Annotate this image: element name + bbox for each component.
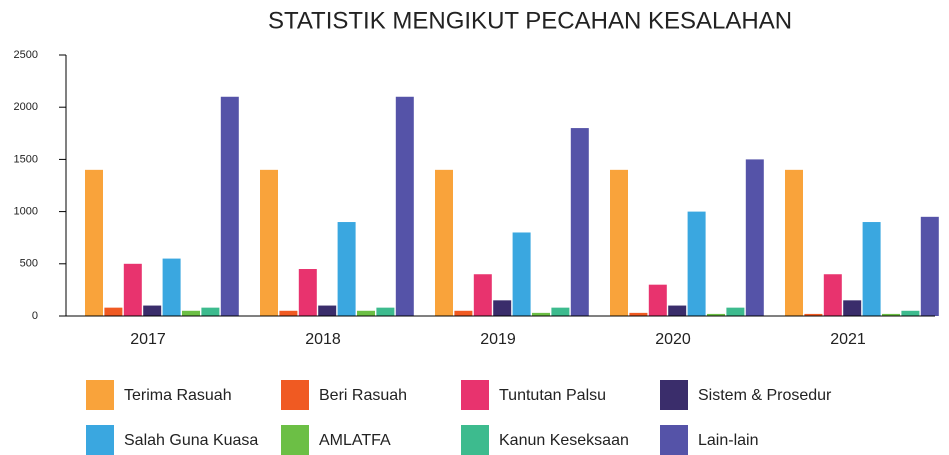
legend-label: Kanun Keseksaan <box>499 432 629 449</box>
bar <box>220 96 239 316</box>
bar <box>648 284 667 316</box>
bar <box>395 96 414 316</box>
legend-swatch <box>86 425 114 455</box>
bar <box>570 128 589 316</box>
legend-label: Beri Rasuah <box>319 387 407 404</box>
bar <box>707 313 725 316</box>
bar <box>182 310 200 316</box>
bar <box>629 312 648 316</box>
bar <box>104 307 123 316</box>
bar <box>123 263 142 316</box>
bar <box>473 274 492 316</box>
x-tick-label: 2019 <box>480 331 516 348</box>
y-tick-label: 2500 <box>14 49 38 61</box>
bar <box>337 222 356 316</box>
y-tick-label: 2000 <box>14 101 38 113</box>
legend-label: Sistem & Prosedur <box>698 387 832 404</box>
bar <box>551 307 570 316</box>
bar <box>532 312 550 316</box>
bar <box>882 313 900 316</box>
bar <box>823 274 842 316</box>
legend-swatch <box>461 425 489 455</box>
bar <box>726 307 745 316</box>
y-tick-label: 0 <box>32 310 38 322</box>
y-tick-label: 1500 <box>14 153 38 165</box>
bar <box>745 159 764 316</box>
bar <box>143 305 162 316</box>
bar <box>668 305 687 316</box>
bar <box>512 232 531 316</box>
y-tick-label: 1000 <box>14 206 38 218</box>
chart-title: STATISTIK MENGIKUT PECAHAN KESALAHAN <box>268 7 792 34</box>
bar <box>920 216 939 316</box>
bar <box>901 310 920 316</box>
bar <box>435 169 453 316</box>
bar <box>804 313 823 316</box>
bar <box>201 307 220 316</box>
y-tick-label: 500 <box>20 258 38 270</box>
legend-label: Salah Guna Kuasa <box>124 432 258 449</box>
x-tick-label: 2018 <box>305 331 341 348</box>
bar <box>298 269 317 316</box>
legend-swatch <box>86 380 114 410</box>
legend-swatch <box>461 380 489 410</box>
legend-swatch <box>281 425 309 455</box>
bar <box>376 307 395 316</box>
legend-label: Terima Rasuah <box>124 387 232 404</box>
bar <box>357 310 375 316</box>
bar <box>843 300 862 316</box>
x-tick-label: 2021 <box>830 331 866 348</box>
bar <box>318 305 337 316</box>
bar <box>862 222 881 316</box>
bar <box>260 169 278 316</box>
bar <box>785 169 803 316</box>
legend-swatch <box>660 425 688 455</box>
x-tick-label: 2020 <box>655 331 691 348</box>
legend-label: AMLATFA <box>319 432 391 449</box>
legend-swatch <box>281 380 309 410</box>
bar <box>454 310 473 316</box>
legend-swatch <box>660 380 688 410</box>
bar <box>493 300 512 316</box>
legend-label: Tuntutan Palsu <box>499 387 606 404</box>
legend-label: Lain-lain <box>698 432 758 449</box>
bar <box>687 211 706 316</box>
bar <box>162 258 181 316</box>
bar <box>85 169 103 316</box>
bar <box>610 169 628 316</box>
x-tick-label: 2017 <box>130 331 166 348</box>
bar <box>279 310 298 316</box>
